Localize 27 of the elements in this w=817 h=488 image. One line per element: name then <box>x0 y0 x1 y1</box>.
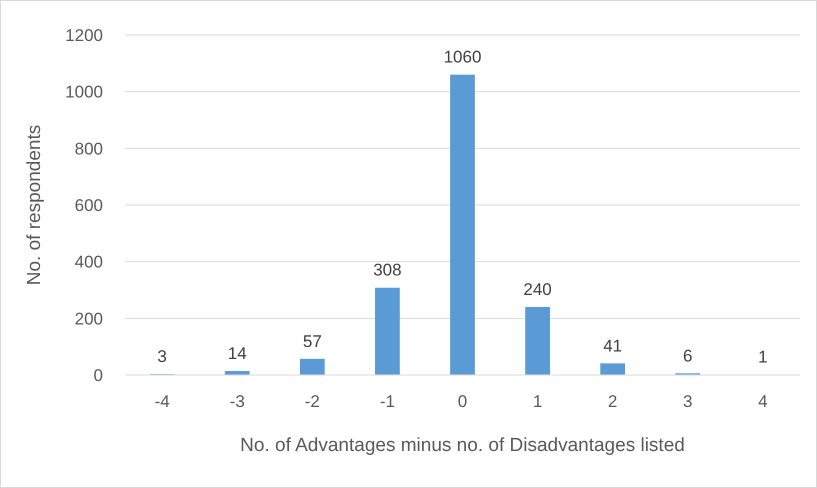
y-tick-label: 200 <box>74 309 103 328</box>
data-label: 41 <box>603 336 622 356</box>
x-tick-label: 3 <box>683 392 692 411</box>
data-label: 57 <box>302 332 322 351</box>
data-label: 3 <box>157 347 167 366</box>
y-tick-label: 800 <box>74 139 103 158</box>
y-tick-label: 600 <box>74 196 103 215</box>
x-tick-label: 1 <box>532 392 542 411</box>
data-label: 1 <box>758 348 768 367</box>
x-axis-title: No. of Advantages minus no. of Disadvantages listed <box>240 435 685 456</box>
data-label: 240 <box>523 280 552 299</box>
y-axis-title: No. of respondents <box>24 124 45 286</box>
data-label: 1060 <box>444 48 482 67</box>
x-tick-label: 4 <box>758 392 768 411</box>
data-label: 14 <box>228 344 247 364</box>
x-tick-label: -4 <box>154 392 170 411</box>
y-tick-label: 1200 <box>65 26 103 45</box>
x-tick-label: -1 <box>380 392 395 411</box>
y-tick-label: 1000 <box>65 82 103 102</box>
x-tick-label: 2 <box>608 392 618 411</box>
y-tick-label: 400 <box>74 252 103 272</box>
data-label: 308 <box>373 260 402 280</box>
x-tick-label: -2 <box>304 392 320 411</box>
y-tick-label: 0 <box>94 366 103 385</box>
data-label: 6 <box>683 346 692 366</box>
x-tick-label: 0 <box>458 392 468 411</box>
x-tick-label: -3 <box>230 392 245 411</box>
